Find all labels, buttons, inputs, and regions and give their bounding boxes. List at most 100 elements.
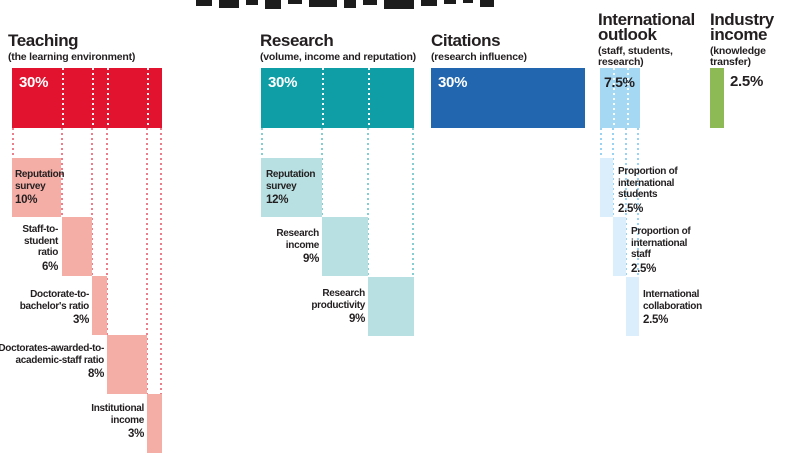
dotted-guide-line	[600, 128, 602, 158]
segment-divider	[627, 68, 629, 128]
sub-label-text: International collaboration	[643, 289, 702, 312]
teaching-sub-block-reputation-survey	[12, 158, 61, 217]
segment-divider	[147, 68, 149, 128]
sub-label-text: Doctorates-awarded-to-academic-staff rat…	[0, 343, 104, 366]
sub-label-text: Proportion of international students	[618, 166, 678, 200]
cropped-text-fragment	[288, 0, 302, 4]
citations-header: Citations (research influence)	[431, 31, 591, 63]
sub-weight: 9%	[348, 313, 365, 325]
dotted-guide-line	[61, 128, 63, 217]
sub-label-text: Staff-to-student ratio	[22, 224, 58, 258]
sub-label-text: Research productivity	[311, 288, 365, 311]
section-title: Research	[260, 31, 334, 50]
citations-weight: 30%	[438, 74, 468, 91]
segment-divider	[613, 68, 615, 128]
sub-label-text: Doctorate-to-bachelor's ratio	[19, 289, 90, 312]
dotted-guide-line	[321, 128, 323, 217]
dotted-guide-line	[637, 128, 639, 337]
sub-weight: 2.5%	[643, 314, 669, 326]
sub-label-reputation-survey: Reputation survey 10%	[15, 169, 65, 207]
dotted-guide-line	[612, 128, 614, 217]
cropped-text-fragment	[421, 0, 437, 6]
segment-divider	[62, 68, 64, 128]
cropped-text-artifact	[196, 0, 494, 9]
research-sub-block-research-productivity	[368, 277, 414, 336]
section-title: International outlook	[598, 10, 695, 44]
international-outlook-header: International outlook (staff, students, …	[598, 10, 696, 68]
intl-sub-block-staff	[613, 217, 626, 276]
cropped-text-fragment	[444, 0, 456, 4]
research-sub-block-reputation-survey	[261, 158, 322, 217]
cropped-text-fragment	[265, 0, 281, 9]
research-bar: 30%	[261, 68, 414, 128]
section-title: Industry income	[710, 10, 774, 44]
sub-weight: 3%	[72, 314, 89, 326]
industry-income-weight: 2.5%	[730, 73, 763, 90]
cropped-text-fragment	[246, 0, 258, 5]
dotted-guide-line	[146, 128, 148, 394]
research-header: Research (volume, income and reputation)	[260, 31, 460, 63]
sub-weight: 6%	[41, 260, 58, 273]
segment-divider	[92, 68, 94, 128]
segment-divider	[368, 68, 370, 128]
section-subtitle: (knowledge transfer)	[710, 45, 766, 68]
research-weight: 30%	[268, 74, 298, 91]
sub-weight: 2.5%	[618, 202, 644, 215]
cropped-text-fragment	[480, 0, 494, 7]
teaching-header: Teaching (the learning environment)	[8, 31, 208, 63]
section-title: Teaching	[8, 31, 79, 50]
section-subtitle: (research influence)	[431, 51, 527, 63]
sub-label-international-staff: Proportion of international staff 2.5%	[631, 226, 705, 275]
dotted-guide-line	[12, 128, 14, 158]
sub-label-doctorate-to-bachelor: Doctorate-to-bachelor's ratio 3%	[1, 289, 90, 327]
sub-label-text: Institutional income	[91, 403, 144, 426]
teaching-sub-block-doctorate-to-bachelor	[92, 276, 107, 335]
teaching-sub-block-doctorates-awarded	[107, 335, 147, 394]
sub-label-research-income: Research income 9%	[257, 228, 319, 266]
sub-label-research-productivity: Research productivity 9%	[295, 288, 365, 326]
cropped-text-fragment	[463, 0, 473, 3]
international-outlook-weight: 7.5%	[604, 74, 635, 90]
sub-label-text: Reputation survey	[15, 169, 65, 192]
teaching-bar: 30%	[12, 68, 162, 128]
sub-weight: 3%	[127, 428, 144, 440]
teaching-sub-block-institutional-income	[147, 394, 162, 453]
dotted-guide-line	[91, 128, 93, 276]
cropped-text-fragment	[344, 0, 356, 8]
sub-weight: 8%	[87, 368, 104, 380]
cropped-text-fragment	[363, 0, 377, 5]
sub-label-text: Research income	[276, 228, 319, 251]
sub-weight: 10%	[15, 194, 38, 206]
section-subtitle: (the learning environment)	[8, 51, 136, 63]
section-subtitle: (staff, students, research)	[598, 45, 673, 68]
teaching-sub-block-staff-to-student	[62, 217, 92, 276]
dotted-guide-line	[625, 128, 627, 277]
intl-sub-block-collaboration	[626, 277, 639, 336]
cropped-text-fragment	[219, 0, 239, 8]
dotted-guide-line	[160, 128, 162, 453]
citations-bar: 30%	[431, 68, 585, 128]
dotted-guide-line	[106, 128, 108, 335]
section-subtitle: (volume, income and reputation)	[260, 51, 416, 63]
section-title: Citations	[431, 31, 501, 50]
teaching-weight: 30%	[19, 74, 49, 91]
research-sub-block-research-income	[322, 217, 368, 276]
dotted-guide-line	[367, 128, 369, 277]
industry-income-header: Industry income (knowledge transfer)	[710, 10, 782, 68]
cropped-text-fragment	[384, 0, 414, 9]
sub-label-international-students: Proportion of international students 2.5…	[618, 166, 692, 215]
sub-label-staff-to-student: Staff-to-student ratio 6%	[4, 224, 58, 273]
segment-divider	[322, 68, 324, 128]
dotted-guide-line	[261, 128, 263, 158]
cropped-text-fragment	[309, 0, 337, 7]
international-outlook-bar: 7.5%	[600, 68, 640, 128]
industry-income-bar	[710, 68, 724, 128]
segment-divider	[107, 68, 109, 128]
intl-sub-block-students	[600, 158, 613, 217]
sub-label-text: Proportion of international staff	[631, 226, 691, 260]
sub-label-doctorates-awarded: Doctorates-awarded-to-academic-staff rat…	[0, 343, 104, 381]
sub-weight: 9%	[302, 253, 319, 265]
dotted-guide-line	[412, 128, 414, 336]
sub-weight: 2.5%	[631, 262, 657, 275]
